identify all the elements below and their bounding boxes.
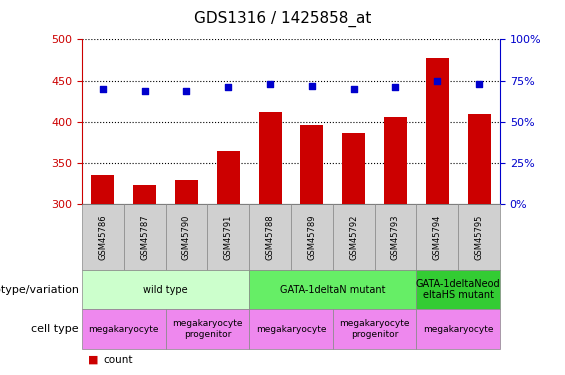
Bar <box>92 176 114 204</box>
Text: GSM45786: GSM45786 <box>98 214 107 260</box>
Bar <box>426 58 449 204</box>
Point <box>98 86 107 92</box>
Text: GSM45791: GSM45791 <box>224 214 233 260</box>
Text: GSM45788: GSM45788 <box>266 214 275 260</box>
Text: megakaryocyte: megakaryocyte <box>256 324 326 334</box>
Bar <box>301 125 323 204</box>
Text: GATA-1deltaNeod
eltaHS mutant: GATA-1deltaNeod eltaHS mutant <box>416 279 501 300</box>
Point <box>475 81 484 87</box>
Point <box>182 87 191 93</box>
Point <box>224 84 233 90</box>
Text: wild type: wild type <box>144 285 188 295</box>
Text: GSM45794: GSM45794 <box>433 214 442 260</box>
Bar <box>175 180 198 204</box>
Text: megakaryocyte
progenitor: megakaryocyte progenitor <box>340 320 410 339</box>
Text: GSM45795: GSM45795 <box>475 214 484 260</box>
Text: count: count <box>103 355 133 365</box>
Text: GATA-1deltaN mutant: GATA-1deltaN mutant <box>280 285 385 295</box>
Bar <box>259 112 281 204</box>
Bar <box>342 133 365 204</box>
Bar <box>217 151 240 204</box>
Text: ▶: ▶ <box>84 285 92 295</box>
Text: megakaryocyte: megakaryocyte <box>89 324 159 334</box>
Point <box>391 84 400 90</box>
Text: GSM45787: GSM45787 <box>140 214 149 260</box>
Text: genotype/variation: genotype/variation <box>0 285 79 295</box>
Point <box>349 86 358 92</box>
Point <box>140 87 149 93</box>
Text: megakaryocyte
progenitor: megakaryocyte progenitor <box>172 320 242 339</box>
Text: GSM45789: GSM45789 <box>307 214 316 260</box>
Point <box>307 82 316 88</box>
Text: GSM45790: GSM45790 <box>182 214 191 260</box>
Text: GSM45793: GSM45793 <box>391 214 400 260</box>
Bar <box>468 114 490 204</box>
Text: GDS1316 / 1425858_at: GDS1316 / 1425858_at <box>194 11 371 27</box>
Point <box>266 81 275 87</box>
Text: cell type: cell type <box>32 324 79 334</box>
Point <box>433 78 442 84</box>
Bar <box>133 184 156 204</box>
Text: ■: ■ <box>88 355 98 365</box>
Text: megakaryocyte: megakaryocyte <box>423 324 493 334</box>
Bar <box>384 117 407 204</box>
Text: GSM45792: GSM45792 <box>349 214 358 260</box>
Text: ▶: ▶ <box>84 324 92 334</box>
